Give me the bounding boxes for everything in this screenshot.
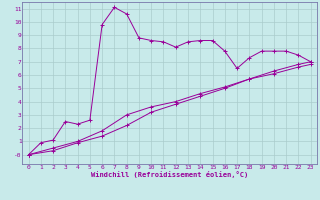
- X-axis label: Windchill (Refroidissement éolien,°C): Windchill (Refroidissement éolien,°C): [91, 171, 248, 178]
